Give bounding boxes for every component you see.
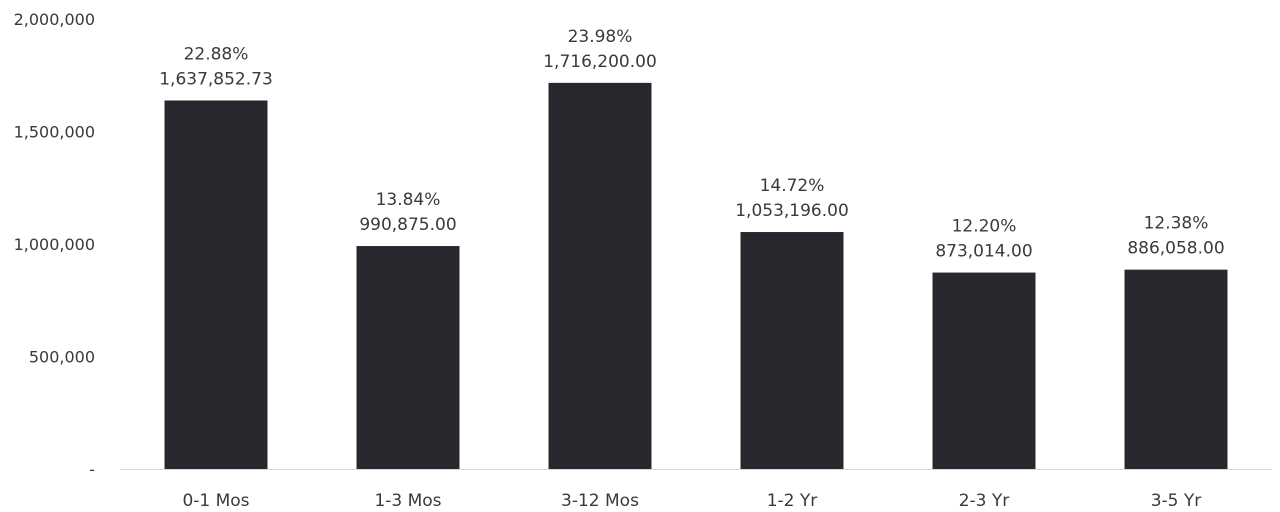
value-label: 1,637,852.73	[159, 69, 273, 89]
x-tick-label: 2-3 Yr	[959, 491, 1010, 511]
percent-label: 22.88%	[184, 44, 249, 64]
percent-label: 13.84%	[376, 190, 441, 210]
bar	[740, 232, 844, 469]
x-tick-label: 1-2 Yr	[767, 491, 818, 511]
bars	[164, 82, 1228, 469]
percent-label: 14.72%	[760, 176, 825, 196]
percent-label: 12.20%	[952, 217, 1017, 237]
bar	[932, 272, 1036, 469]
value-label: 990,875.00	[359, 215, 456, 235]
percent-label: 12.38%	[1144, 214, 1209, 234]
data-labels: 22.88% 1,637,852.73 13.84% 990,875.00 23.98%…	[159, 27, 1224, 262]
value-label: 1,053,196.00	[735, 201, 849, 221]
bar	[1124, 269, 1228, 469]
x-tick-label: 0-1 Mos	[182, 491, 249, 511]
x-tick-label: 3-12 Mos	[561, 491, 639, 511]
x-tick-label: 3-5 Yr	[1151, 491, 1202, 511]
percent-label: 23.98%	[568, 27, 633, 47]
y-tick-label: 2,000,000	[14, 10, 95, 29]
bar	[164, 100, 268, 469]
x-tick-label: 1-3 Mos	[374, 491, 441, 511]
bar	[356, 246, 460, 469]
x-axis: 0-1 Mos 1-3 Mos 3-12 Mos 1-2 Yr 2-3 Yr 3-5 Yr	[182, 491, 1201, 511]
y-tick-label: -	[89, 460, 95, 479]
y-tick-label: 500,000	[29, 348, 95, 367]
value-label: 873,014.00	[935, 242, 1032, 262]
bar	[548, 82, 652, 469]
y-tick-label: 1,000,000	[14, 235, 95, 254]
y-tick-label: 1,500,000	[14, 123, 95, 142]
y-axis: - 500,000 1,000,000 1,500,000 2,000,000	[14, 10, 95, 479]
value-label: 1,716,200.00	[543, 52, 657, 72]
value-label: 886,058.00	[1127, 239, 1224, 259]
